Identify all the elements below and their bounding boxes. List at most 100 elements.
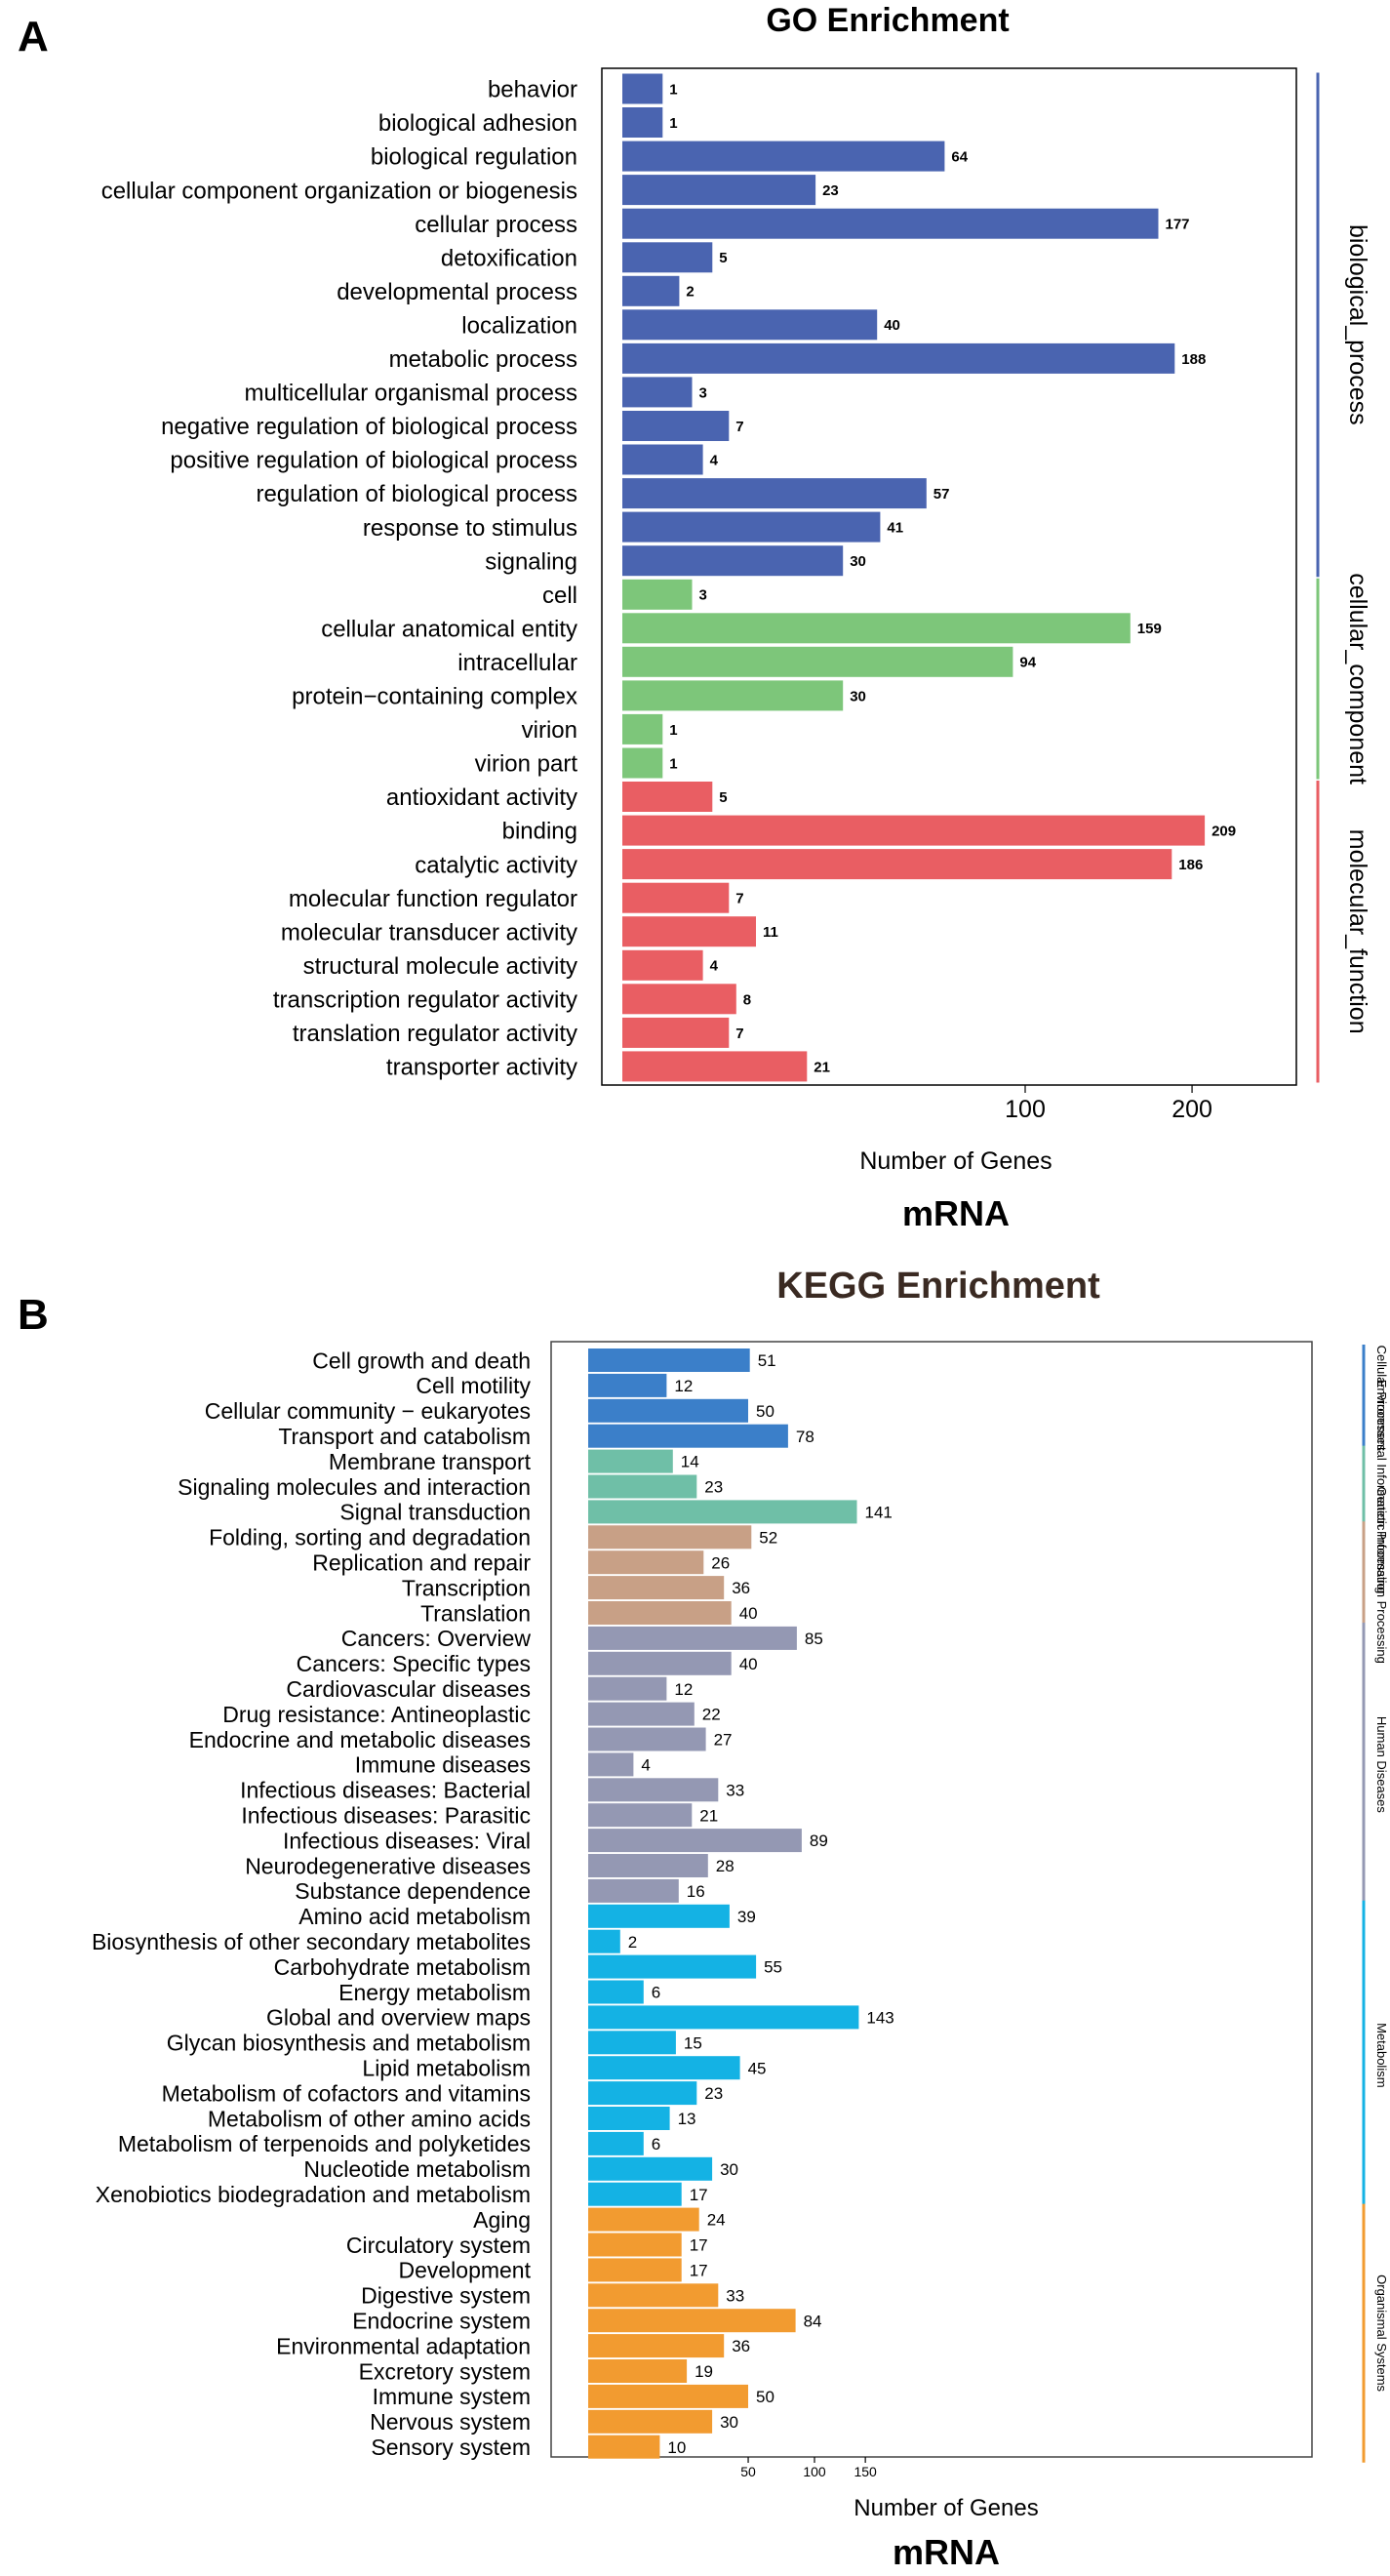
go-data-label: 1 [669, 115, 677, 132]
kegg-data-label: 23 [704, 1478, 723, 1497]
kegg-bar [588, 1702, 695, 1726]
go-data-label: 41 [887, 520, 903, 537]
go-bar [622, 309, 878, 341]
go-bar [622, 342, 1175, 374]
kegg-bar [588, 1474, 697, 1499]
kegg-x-tick-label: 100 [803, 2464, 826, 2479]
kegg-data-label: 23 [704, 2084, 723, 2103]
kegg-data-label: 22 [702, 1706, 721, 1724]
go-data-label: 188 [1181, 351, 1206, 368]
kegg-bar [588, 1980, 644, 2004]
kegg-category-label: Glycan biosynthesis and metabolism [167, 2031, 531, 2056]
go-bar [622, 1017, 730, 1048]
kegg-category-label: Cell growth and death [312, 1348, 531, 1373]
kegg-bar [588, 1829, 802, 1853]
kegg-data-label: 36 [732, 2337, 750, 2355]
kegg-bar [588, 2156, 713, 2181]
go-bar [622, 377, 693, 408]
kegg-data-label: 50 [756, 2388, 774, 2406]
go-data-label: 4 [710, 958, 719, 975]
kegg-plot-frame [550, 1341, 1313, 2458]
kegg-category-label: Cell motility [416, 1373, 531, 1398]
kegg-bar [588, 2309, 796, 2333]
kegg-bar [588, 1626, 797, 1650]
go-data-label: 7 [735, 891, 743, 907]
go-group-label: cellular_component [1344, 573, 1371, 785]
kegg-category-label: Membrane transport [329, 1449, 532, 1474]
kegg-category-label: Aging [473, 2207, 531, 2233]
go-bar [622, 275, 680, 306]
kegg-data-label: 12 [674, 1377, 693, 1395]
kegg-data-label: 89 [810, 1831, 828, 1850]
kegg-category-label: Amino acid metabolism [298, 1904, 531, 1929]
kegg-data-label: 15 [684, 2033, 702, 2052]
go-bar [622, 882, 730, 913]
go-category-label: binding [502, 819, 577, 845]
kegg-category-label: Translation [420, 1600, 531, 1626]
kegg-bar [588, 1449, 673, 1473]
go-category-label: biological regulation [371, 144, 577, 171]
go-category-label: transcription regulator activity [273, 987, 577, 1014]
go-category-label: cell [542, 583, 577, 609]
kegg-data-label: 14 [681, 1453, 699, 1471]
go-data-label: 23 [822, 182, 839, 199]
kegg-data-label: 6 [652, 2135, 660, 2153]
kegg-bar [588, 2207, 699, 2232]
go-data-label: 177 [1166, 217, 1190, 233]
kegg-category-label: Metabolism of terpenoids and polyketides [118, 2131, 531, 2156]
kegg-data-label: 78 [796, 1428, 814, 1446]
go-data-label: 1 [669, 722, 677, 739]
kegg-bar [588, 1550, 704, 1575]
kegg-data-label: 45 [748, 2059, 767, 2077]
go-x-tick-label: 200 [1172, 1096, 1212, 1123]
kegg-data-label: 26 [711, 1553, 730, 1572]
go-data-label: 57 [933, 486, 950, 503]
kegg-group-label: Cellular Processes [1374, 1346, 1389, 1452]
go-data-label: 94 [1019, 655, 1036, 671]
panel-a-letter: A [18, 13, 49, 60]
go-data-label: 30 [850, 553, 866, 570]
kegg-bar [588, 2031, 676, 2055]
kegg-category-label: Cellular community − eukaryotes [205, 1398, 531, 1424]
go-category-label: negative regulation of biological proces… [161, 414, 577, 440]
kegg-bar [588, 1878, 679, 1903]
kegg-bar [588, 1398, 748, 1423]
kegg-data-label: 50 [756, 1402, 774, 1421]
go-bar [622, 242, 713, 273]
go-bar [622, 107, 663, 138]
kegg-data-label: 17 [690, 2262, 708, 2280]
kegg-bar [588, 1778, 719, 1802]
go-plot-frame [601, 67, 1297, 1086]
kegg-category-label: Environmental adaptation [276, 2333, 531, 2358]
go-group-label: molecular_function [1344, 829, 1371, 1034]
kegg-data-label: 84 [804, 2312, 822, 2330]
go-bar [622, 545, 844, 577]
kegg-category-label: Immune system [373, 2384, 531, 2409]
go-data-label: 3 [699, 384, 707, 401]
go-category-label: regulation of biological process [256, 481, 577, 507]
kegg-category-label: Transcription [402, 1575, 531, 1600]
kegg-category-label: Lipid metabolism [362, 2056, 531, 2081]
kegg-data-label: 17 [690, 2186, 708, 2204]
kegg-category-label: Infectious diseases: Parasitic [241, 1803, 531, 1829]
kegg-category-label: Signal transduction [339, 1500, 531, 1525]
go-data-label: 3 [699, 587, 707, 604]
go-data-label: 11 [763, 924, 778, 941]
kegg-category-label: Development [398, 2258, 531, 2283]
go-data-label: 5 [719, 250, 727, 266]
kegg-category-label: Sensory system [371, 2435, 531, 2460]
kegg-data-label: 52 [759, 1528, 777, 1547]
kegg-bar [588, 1752, 634, 1777]
kegg-group-label: Organismal Systems [1374, 2274, 1389, 2392]
kegg-x-axis-label: Number of Genes [854, 2495, 1038, 2521]
go-category-label: protein−containing complex [292, 684, 577, 710]
kegg-category-label: Neurodegenerative diseases [245, 1853, 531, 1878]
kegg-data-label: 28 [716, 1857, 735, 1875]
kegg-category-label: Digestive system [361, 2283, 531, 2309]
kegg-x-axis: 50 100 150 [740, 2457, 877, 2479]
go-category-label: cellular process [415, 212, 577, 238]
go-data-label: 209 [1211, 824, 1236, 840]
go-bar [622, 511, 881, 543]
kegg-category-label: Circulatory system [346, 2233, 531, 2258]
